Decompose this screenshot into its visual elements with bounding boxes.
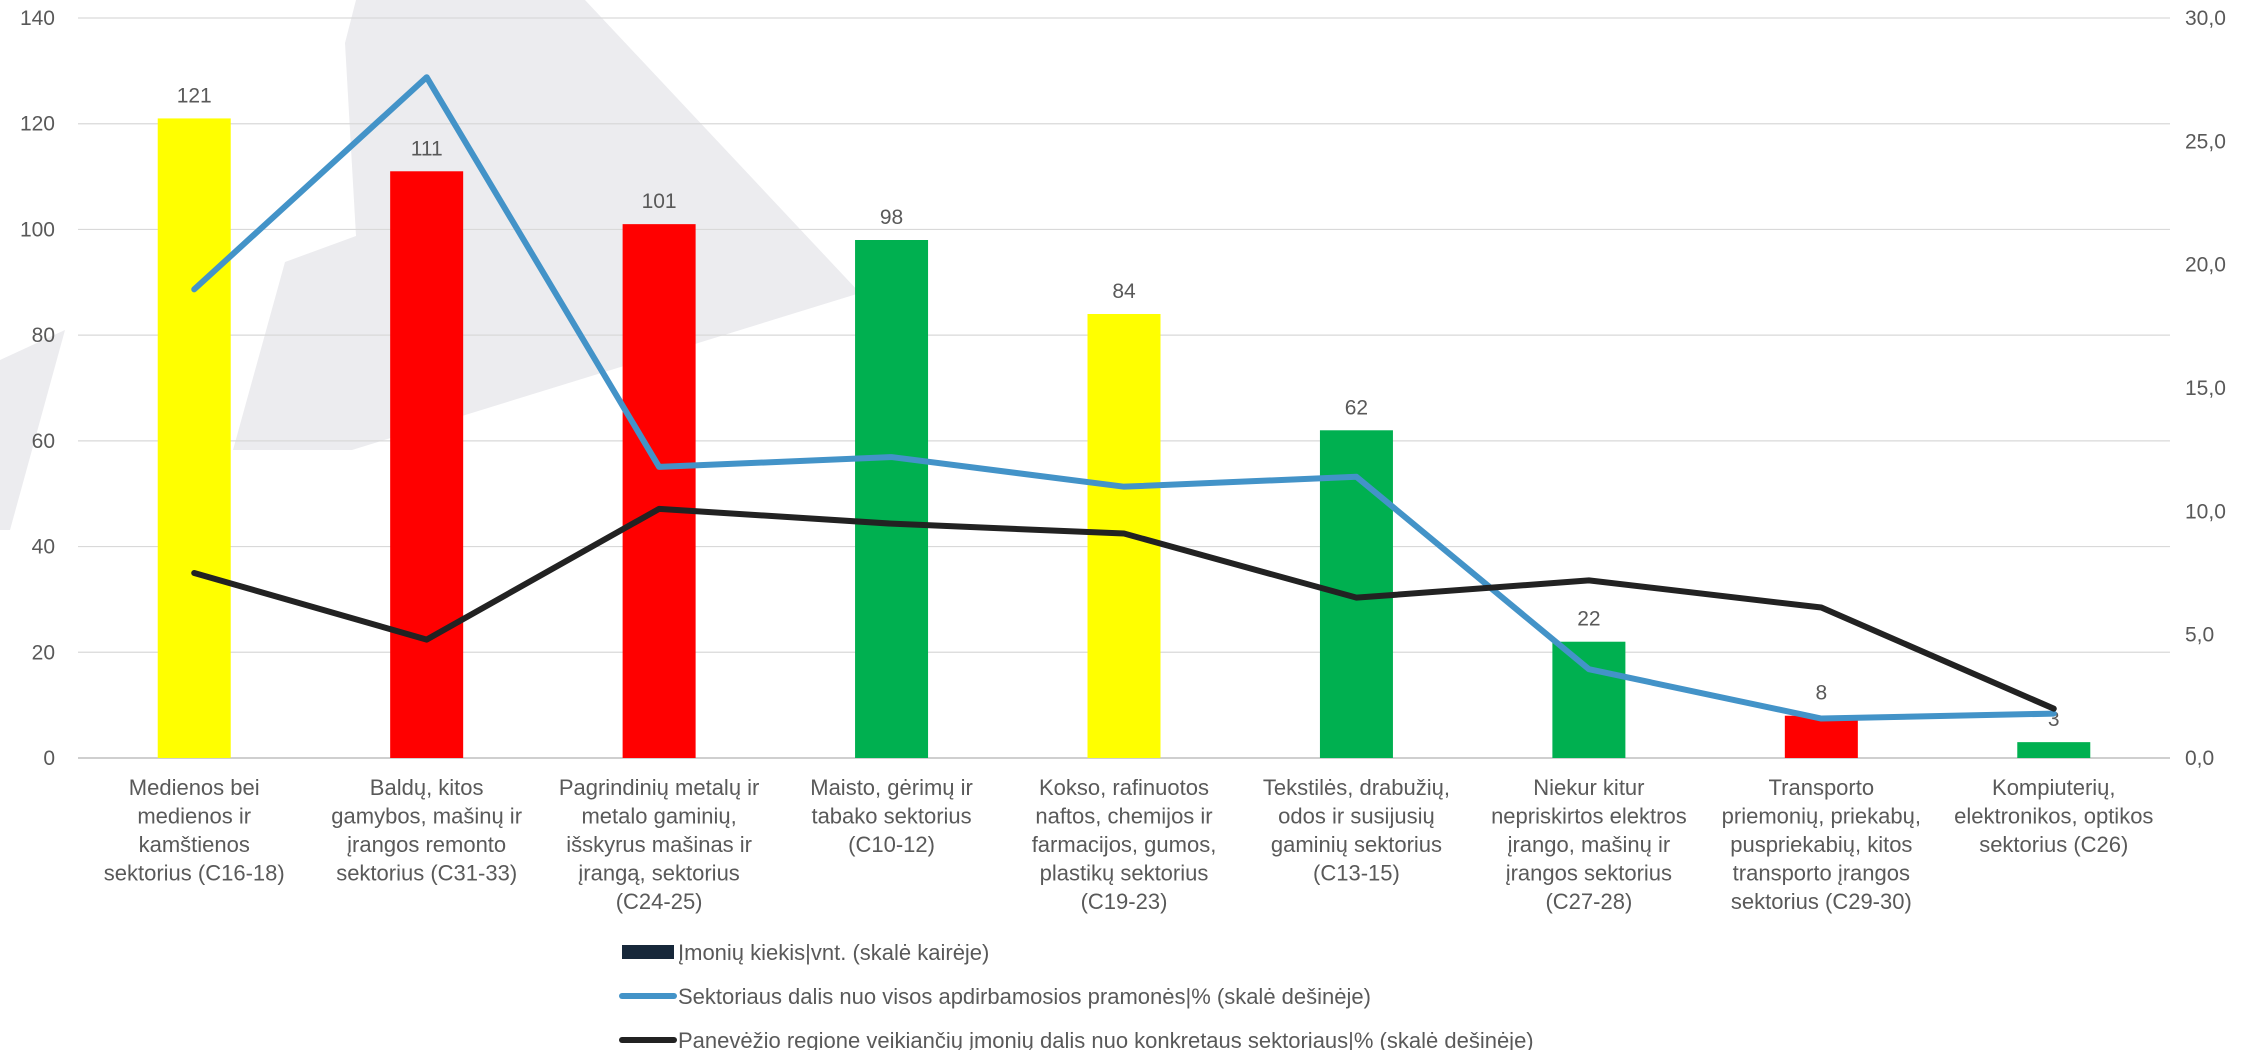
category-label: Transporto priemonių, priekabų, puspriekab… — [1722, 775, 1921, 914]
category-label: Tekstilės, drabužių, odos ir susijusių gam… — [1263, 775, 1450, 886]
category-label-line: (C27-28) — [1545, 889, 1632, 914]
category-label-line: kamštienos — [139, 832, 250, 857]
left-tick-label: 120 — [20, 113, 55, 136]
bar — [157, 118, 231, 758]
legend: Įmonių kiekis|vnt. (skalė kairėje) Sektor… — [619, 940, 1534, 1053]
bar-data-label: 22 — [1577, 608, 1600, 631]
category-label-line: puspriekabių, kitos — [1730, 832, 1912, 857]
category-label-line: įrangos remonto — [347, 832, 506, 857]
category-label-line: Pagrindinių metalų ir — [559, 775, 760, 800]
category-label-line: Kokso, rafinuotos — [1039, 775, 1209, 800]
left-tick-label: 60 — [32, 430, 55, 453]
right-tick-label: 20,0 — [2185, 254, 2226, 277]
category-label-line: Niekur kitur — [1533, 775, 1644, 800]
category-label: Medienos bei medienos ir kamštienos sektori… — [104, 775, 285, 886]
bar-data-label: 111 — [411, 137, 443, 160]
category-label-line: nepriskirtos elektros — [1491, 804, 1687, 829]
right-tick-label: 10,0 — [2185, 500, 2226, 523]
bar-data-label: 121 — [177, 84, 212, 107]
bar-data-label: 98 — [880, 206, 903, 229]
category-label-line: (C24-25) — [616, 889, 703, 914]
category-label-line: įrangą, sektorius — [578, 861, 739, 886]
bar-data-label: 84 — [1112, 280, 1136, 303]
category-label-line: odos ir susijusių — [1278, 804, 1435, 829]
category-label-line: sektorius (C26) — [1979, 832, 2128, 857]
left-tick-label: 40 — [32, 536, 55, 559]
bar — [2017, 742, 2091, 758]
left-tick-label: 140 — [20, 7, 55, 30]
x-axis-category-labels: Medienos bei medienos ir kamštienos sektori… — [104, 775, 2154, 914]
category-label-line: gamybos, mašinų ir — [331, 804, 522, 829]
series-line — [191, 74, 2057, 722]
right-tick-label: 15,0 — [2185, 377, 2226, 400]
bar — [1552, 641, 1626, 758]
category-label-line: Transporto — [1769, 775, 1875, 800]
category-label-line: plastikų sektorius — [1040, 861, 1209, 886]
bar-data-label: 101 — [642, 190, 677, 213]
bar-series — [157, 118, 2091, 759]
category-label-line: metalo gaminių, — [581, 804, 736, 829]
watermark-shape-top — [233, 0, 860, 450]
bar-data-label: 62 — [1345, 396, 1368, 419]
category-label-line: sektorius (C31-33) — [336, 861, 517, 886]
category-label-line: Baldų, kitos — [370, 775, 484, 800]
category-label-line: sektorius (C16-18) — [104, 861, 285, 886]
category-label-line: farmacijos, gumos, — [1032, 832, 1217, 857]
right-tick-label: 0,0 — [2185, 747, 2214, 770]
left-tick-label: 0 — [43, 747, 55, 770]
category-label-line: Kompiuterių, — [1992, 775, 2116, 800]
watermark-shape-left — [0, 330, 65, 530]
category-label-line: (C10-12) — [848, 832, 935, 857]
bar-data-label: 3 — [2048, 708, 2060, 731]
right-axis: 0,0 5,0 10,0 15,0 20,0 25,0 30,0 — [2185, 7, 2226, 770]
category-label: Baldų, kitos gamybos, mašinų ir įrangos re… — [331, 775, 522, 886]
category-label-line: Medienos bei — [129, 775, 260, 800]
right-tick-label: 25,0 — [2185, 130, 2226, 153]
category-label-line: Tekstilės, drabužių, — [1263, 775, 1450, 800]
category-label-line: Maisto, gėrimų ir — [810, 775, 973, 800]
category-label: Kokso, rafinuotos naftos, chemijos ir farm… — [1032, 775, 1217, 914]
category-label-line: naftos, chemijos ir — [1035, 804, 1212, 829]
line-series — [191, 74, 2057, 722]
bar-data-labels: 121 111 101 98 84 62 22 8 3 — [177, 84, 2060, 731]
series-line — [191, 505, 2057, 712]
legend-swatch — [622, 945, 674, 959]
category-label-line: gaminių sektorius — [1271, 832, 1442, 857]
category-label-line: elektronikos, optikos — [1954, 804, 2153, 829]
bar — [1784, 715, 1858, 758]
left-tick-label: 100 — [20, 218, 55, 241]
category-label: Kompiuterių, elektronikos, optikos sektori… — [1954, 775, 2153, 857]
bar — [622, 224, 696, 759]
category-label-line: medienos ir — [137, 804, 251, 829]
right-tick-label: 5,0 — [2185, 624, 2214, 647]
category-label-line: išskyrus mašinas ir — [566, 832, 752, 857]
bar — [855, 240, 929, 758]
category-label-line: (C13-15) — [1313, 861, 1400, 886]
category-label-line: priemonių, priekabų, — [1722, 804, 1921, 829]
bar — [390, 171, 464, 759]
category-label-line: transporto įrangos — [1733, 861, 1910, 886]
category-label-line: tabako sektorius — [811, 804, 971, 829]
left-axis: 0 20 40 60 80 100 120 140 — [20, 7, 55, 770]
category-label-line: įrangos sektorius — [1506, 861, 1672, 886]
category-label-line: sektorius (C29-30) — [1731, 889, 1912, 914]
left-tick-label: 20 — [32, 641, 55, 664]
category-label-line: (C19-23) — [1081, 889, 1168, 914]
legend-label: Panevėžio regione veikiančių įmonių dali… — [678, 1028, 1534, 1050]
legend-label: Sektoriaus dalis nuo visos apdirbamosios… — [678, 984, 1371, 1009]
category-label: Pagrindinių metalų ir metalo gaminių, išsk… — [559, 775, 760, 914]
category-label-line: įrango, mašinų ir — [1508, 832, 1671, 857]
legend-label: Įmonių kiekis|vnt. (skalė kairėje) — [678, 940, 989, 965]
right-tick-label: 30,0 — [2185, 7, 2226, 30]
category-label: Maisto, gėrimų ir tabako sektorius (C10-12… — [810, 775, 973, 857]
category-label: Niekur kitur nepriskirtos elektros įrango,… — [1491, 775, 1687, 914]
bar-data-label: 8 — [1815, 682, 1827, 705]
left-tick-label: 80 — [32, 324, 55, 347]
